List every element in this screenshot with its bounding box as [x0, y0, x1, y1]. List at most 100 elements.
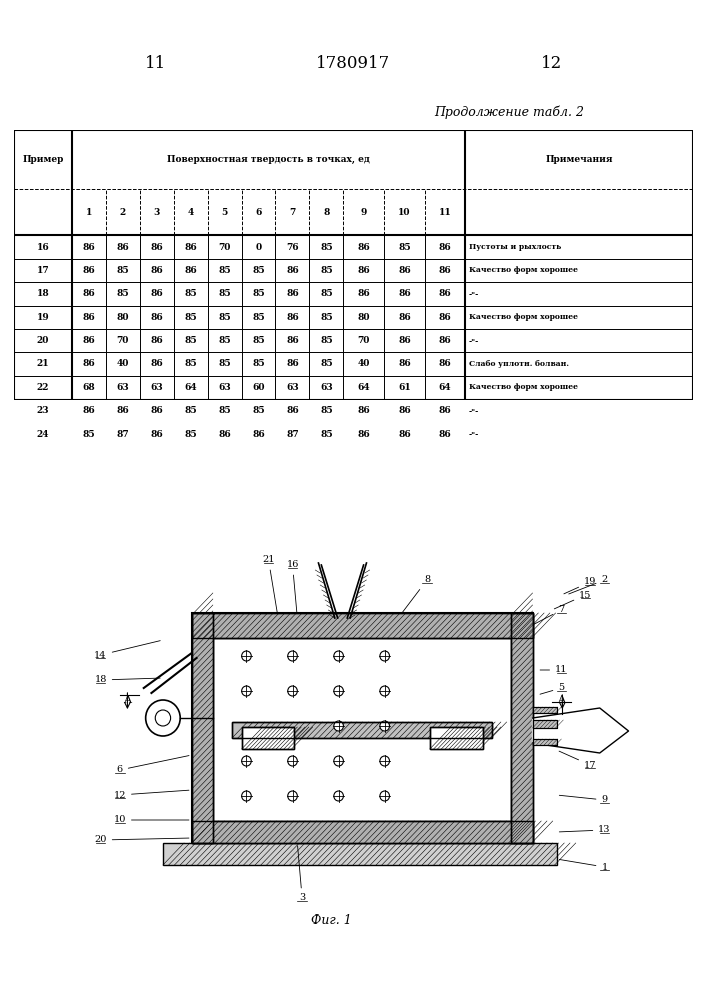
- Text: 86: 86: [439, 289, 452, 298]
- Text: 85: 85: [218, 289, 231, 298]
- Text: 22: 22: [37, 383, 49, 392]
- Text: 11: 11: [439, 208, 452, 217]
- Bar: [192, 821, 532, 843]
- Text: Пустоты и рыхлость: Пустоты и рыхлость: [469, 243, 561, 251]
- Text: 87: 87: [286, 430, 299, 439]
- Text: -"-: -"-: [469, 337, 479, 345]
- Text: Качество форм хорошее: Качество форм хорошее: [469, 266, 578, 274]
- Circle shape: [288, 756, 298, 766]
- Text: 63: 63: [218, 383, 231, 392]
- Bar: [192, 821, 532, 843]
- Text: 86: 86: [83, 360, 95, 368]
- Text: -"-: -"-: [469, 407, 479, 415]
- Text: 86: 86: [439, 313, 452, 322]
- Text: 85: 85: [252, 406, 265, 415]
- Text: 86: 86: [439, 430, 452, 439]
- Bar: [192, 613, 213, 843]
- Bar: [532, 739, 556, 745]
- Text: 60: 60: [252, 383, 264, 392]
- Text: 85: 85: [218, 266, 231, 275]
- Text: 63: 63: [320, 383, 333, 392]
- Text: 20: 20: [37, 336, 49, 345]
- Text: 86: 86: [252, 430, 265, 439]
- Text: Поверхностная твердость в точках, ед: Поверхностная твердость в точках, ед: [168, 155, 370, 164]
- Text: 86: 86: [398, 406, 411, 415]
- Text: 17: 17: [559, 751, 597, 770]
- Text: 70: 70: [358, 336, 370, 345]
- Bar: [511, 613, 532, 843]
- Bar: [532, 739, 556, 745]
- Text: 85: 85: [185, 360, 197, 368]
- Text: 85: 85: [218, 336, 231, 345]
- Bar: [532, 720, 556, 728]
- Text: -"-: -"-: [469, 290, 479, 298]
- Text: 11: 11: [540, 666, 568, 674]
- Text: 85: 85: [185, 313, 197, 322]
- Text: 86: 86: [439, 266, 452, 275]
- Text: 85: 85: [185, 430, 197, 439]
- Text: 8: 8: [323, 208, 329, 217]
- Text: 85: 85: [398, 242, 411, 251]
- Text: 20: 20: [94, 835, 189, 844]
- Text: 86: 86: [83, 266, 95, 275]
- Text: 13: 13: [559, 825, 611, 834]
- Text: 9: 9: [361, 208, 367, 217]
- Text: 64: 64: [357, 383, 370, 392]
- Text: 10: 10: [398, 208, 411, 217]
- Bar: [232, 722, 492, 738]
- Text: Слабо уплотн. болван.: Слабо уплотн. болван.: [469, 360, 569, 368]
- Text: 19: 19: [37, 313, 49, 322]
- Text: 85: 85: [320, 430, 333, 439]
- Text: 85: 85: [83, 430, 95, 439]
- Circle shape: [334, 756, 344, 766]
- Text: Качество форм хорошее: Качество форм хорошее: [469, 383, 578, 391]
- Text: 85: 85: [320, 336, 333, 345]
- Bar: [163, 843, 556, 865]
- Circle shape: [380, 686, 390, 696]
- Text: 1: 1: [86, 208, 92, 217]
- Text: 86: 86: [83, 242, 95, 251]
- Text: 86: 86: [117, 242, 129, 251]
- Text: 70: 70: [117, 336, 129, 345]
- Text: 85: 85: [320, 242, 333, 251]
- Text: 24: 24: [37, 430, 49, 439]
- Text: 63: 63: [117, 383, 129, 392]
- Circle shape: [380, 791, 390, 801]
- Text: 68: 68: [83, 383, 95, 392]
- Text: 80: 80: [117, 313, 129, 322]
- Text: 85: 85: [252, 313, 265, 322]
- Circle shape: [242, 756, 251, 766]
- Text: 86: 86: [357, 242, 370, 251]
- Text: 86: 86: [117, 406, 129, 415]
- Text: 86: 86: [151, 313, 163, 322]
- Bar: [242, 727, 294, 749]
- Text: 17: 17: [37, 266, 49, 275]
- Circle shape: [334, 791, 344, 801]
- Text: 86: 86: [151, 360, 163, 368]
- Text: 61: 61: [398, 383, 411, 392]
- Text: 85: 85: [218, 360, 231, 368]
- Text: 86: 86: [185, 242, 197, 251]
- Text: 63: 63: [151, 383, 163, 392]
- Text: 86: 86: [286, 313, 299, 322]
- Text: 12: 12: [541, 55, 562, 73]
- Text: A: A: [557, 695, 566, 705]
- Circle shape: [242, 651, 251, 661]
- Text: Примечания: Примечания: [545, 155, 613, 164]
- Text: 86: 86: [357, 430, 370, 439]
- Text: 86: 86: [398, 313, 411, 322]
- Text: Качество форм хорошее: Качество форм хорошее: [469, 313, 578, 321]
- Text: 11: 11: [145, 55, 166, 73]
- Text: 85: 85: [185, 336, 197, 345]
- Text: 86: 86: [83, 289, 95, 298]
- Text: 40: 40: [358, 360, 370, 368]
- Text: 85: 85: [252, 289, 265, 298]
- Text: 86: 86: [151, 242, 163, 251]
- Text: 70: 70: [218, 242, 230, 251]
- Text: 18: 18: [37, 289, 49, 298]
- Text: 4: 4: [187, 208, 194, 217]
- Text: 85: 85: [117, 289, 129, 298]
- Bar: [213, 638, 511, 821]
- Circle shape: [334, 686, 344, 696]
- Text: 86: 86: [286, 336, 299, 345]
